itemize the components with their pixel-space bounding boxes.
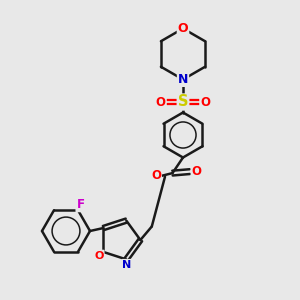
Text: O: O bbox=[94, 250, 104, 261]
Text: N: N bbox=[178, 73, 188, 86]
Text: O: O bbox=[151, 169, 161, 182]
Text: O: O bbox=[178, 22, 188, 35]
Text: S: S bbox=[178, 94, 188, 110]
Text: N: N bbox=[122, 260, 131, 270]
Text: O: O bbox=[200, 95, 210, 109]
Text: O: O bbox=[191, 165, 202, 178]
Text: F: F bbox=[76, 198, 84, 211]
Text: O: O bbox=[156, 95, 166, 109]
